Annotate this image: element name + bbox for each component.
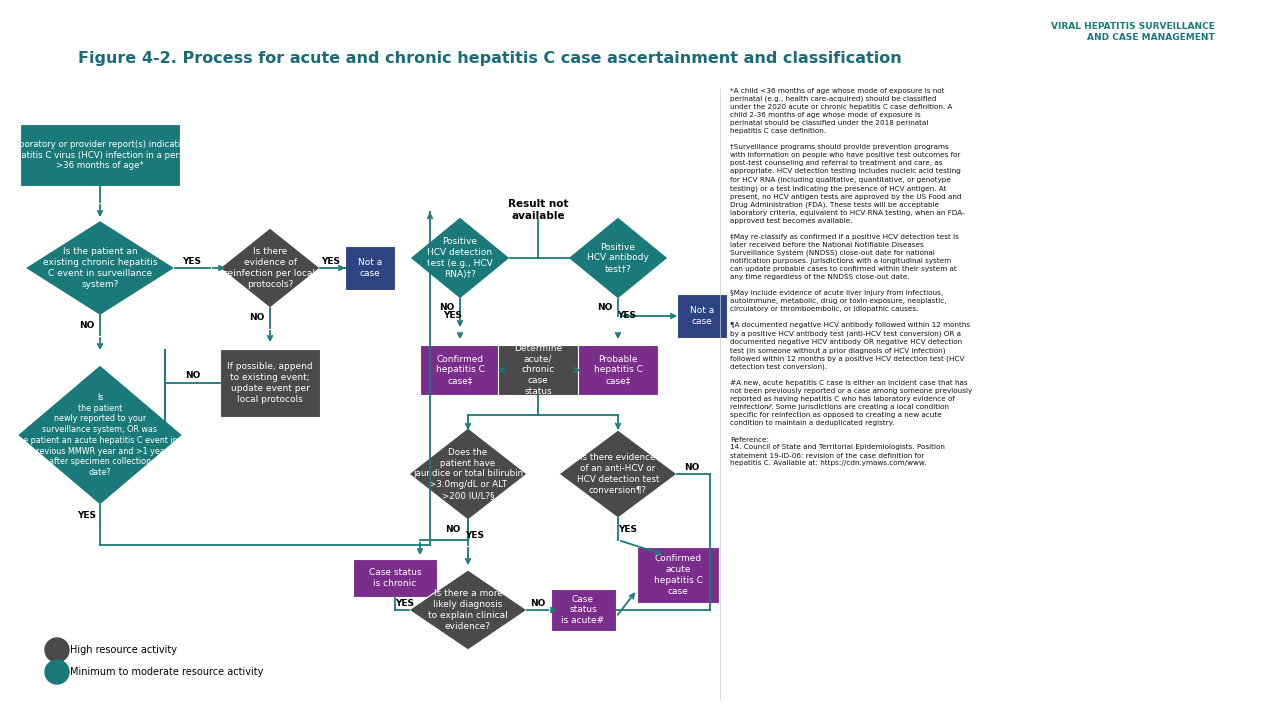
Text: NO: NO: [445, 526, 461, 534]
Text: Determine
acute/
chronic
case
status: Determine acute/ chronic case status: [515, 344, 562, 396]
FancyBboxPatch shape: [637, 547, 719, 603]
Text: NO: NO: [439, 304, 454, 312]
Text: Result not
available: Result not available: [508, 199, 568, 221]
Text: Figure 4-2. Process for acute and chronic hepatitis C case ascertainment and cla: Figure 4-2. Process for acute and chroni…: [78, 50, 902, 66]
Text: *A child <36 months of age whose mode of exposure is not
perinatal (e.g., health: *A child <36 months of age whose mode of…: [730, 88, 973, 467]
FancyBboxPatch shape: [677, 294, 727, 338]
Text: Not a
case: Not a case: [690, 306, 714, 326]
Text: Confirmed
acute
hepatitis C
case: Confirmed acute hepatitis C case: [654, 554, 703, 595]
Text: NO: NO: [530, 598, 545, 608]
Text: NO: NO: [598, 304, 613, 312]
Polygon shape: [26, 220, 175, 315]
Text: YES: YES: [466, 531, 485, 539]
Text: If possible, append
to existing event;
update event per
local protocols: If possible, append to existing event; u…: [227, 362, 312, 404]
Polygon shape: [410, 570, 527, 650]
Text: YES: YES: [183, 256, 201, 266]
Text: Is there evidence
of an anti-HCV or
HCV detection test
conversion¶?: Is there evidence of an anti-HCV or HCV …: [577, 454, 659, 495]
Text: YES: YES: [617, 312, 636, 320]
Text: Case status
is chronic: Case status is chronic: [369, 568, 421, 588]
Text: Positive
HCV antibody
test†?: Positive HCV antibody test†?: [588, 243, 649, 274]
Text: Case
status
is acute#: Case status is acute#: [562, 595, 604, 625]
Text: Minimum to moderate resource activity: Minimum to moderate resource activity: [70, 667, 264, 677]
Text: VIRAL HEPATITIS SURVEILLANCE: VIRAL HEPATITIS SURVEILLANCE: [1051, 22, 1215, 31]
Bar: [1253, 22, 1262, 72]
FancyBboxPatch shape: [20, 124, 180, 186]
Polygon shape: [410, 428, 527, 520]
FancyBboxPatch shape: [346, 246, 396, 290]
Text: Confirmed
hepatitis C
case‡: Confirmed hepatitis C case‡: [435, 355, 484, 385]
FancyBboxPatch shape: [498, 345, 579, 395]
Text: Does the
patient have
jaundice or total bilirubin
>3.0mg/dL or ALT
>200 IU/L?§: Does the patient have jaundice or total …: [413, 448, 524, 500]
Text: NO: NO: [250, 313, 265, 323]
Polygon shape: [410, 217, 509, 299]
Circle shape: [45, 660, 69, 684]
Polygon shape: [18, 365, 183, 505]
Bar: [1243, 42, 1251, 72]
Text: AND CASE MANAGEMENT: AND CASE MANAGEMENT: [1087, 33, 1215, 42]
Text: YES: YES: [78, 510, 96, 520]
FancyBboxPatch shape: [353, 559, 436, 597]
FancyBboxPatch shape: [550, 589, 616, 631]
Text: Not a
case: Not a case: [358, 258, 383, 278]
Bar: [1221, 51, 1230, 72]
Polygon shape: [220, 228, 320, 308]
Bar: [1231, 34, 1240, 72]
Text: Is there a more
likely diagnosis
to explain clinical
evidence?: Is there a more likely diagnosis to expl…: [428, 590, 508, 631]
Polygon shape: [559, 430, 677, 518]
Text: High resource activity: High resource activity: [70, 645, 177, 655]
Text: YES: YES: [396, 598, 415, 608]
Text: Is
the patient
newly reported to your
surveillance system, OR was
the patient an: Is the patient newly reported to your su…: [15, 393, 186, 477]
Text: YES: YES: [618, 526, 637, 534]
Text: Laboratory or provider report(s) indicating
hepatitis C virus (HCV) infection in: Laboratory or provider report(s) indicat…: [5, 140, 195, 170]
FancyBboxPatch shape: [420, 345, 500, 395]
Circle shape: [45, 638, 69, 662]
Polygon shape: [568, 217, 668, 299]
Text: Is there
evidence of
reinfection per local
protocols?: Is there evidence of reinfection per loc…: [224, 248, 315, 289]
Text: Probable
hepatitis C
case‡: Probable hepatitis C case‡: [594, 355, 643, 385]
FancyBboxPatch shape: [220, 349, 320, 417]
Text: NO: NO: [79, 320, 95, 330]
Text: NO: NO: [685, 462, 700, 472]
Text: Is the patient an
existing chronic hepatitis
C event in surveillance
system?: Is the patient an existing chronic hepat…: [42, 248, 157, 289]
Text: Positive
HCV detection
test (e.g., HCV
RNA)†?: Positive HCV detection test (e.g., HCV R…: [428, 238, 493, 279]
Text: NO: NO: [186, 372, 201, 380]
Text: YES: YES: [321, 256, 340, 266]
Text: YES: YES: [443, 312, 462, 320]
FancyBboxPatch shape: [579, 345, 658, 395]
